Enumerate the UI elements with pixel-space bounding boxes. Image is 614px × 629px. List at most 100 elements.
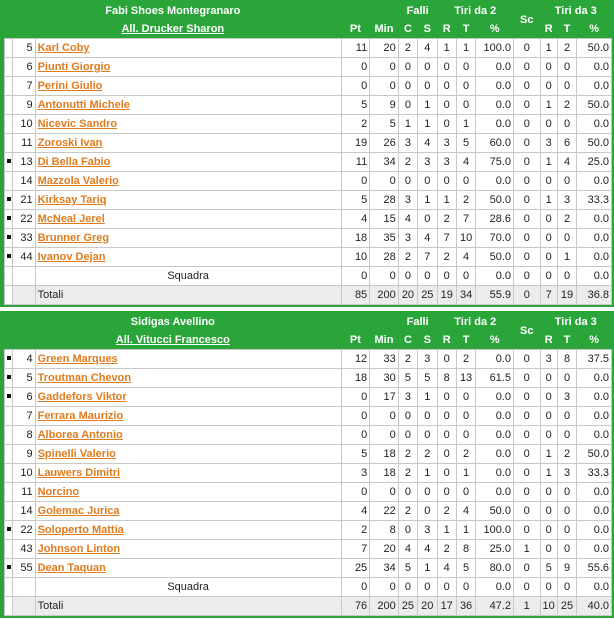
- stat-2pt-pct: 80.0: [475, 558, 514, 578]
- player-name-link[interactable]: Piunti Giorgio: [37, 61, 111, 73]
- stat-sc: 1: [512, 539, 541, 559]
- stat-2pt-attempted: 0: [455, 482, 477, 502]
- player-name-link[interactable]: Johnson Linton: [37, 543, 121, 555]
- player-name-link[interactable]: Lauwers Dimitri: [37, 467, 121, 479]
- table-row: 7 Ferrara Maurizio 0 0 0 0 0 0 0.0 0 0 0 0.0: [3, 406, 612, 426]
- stat-pt: 0: [340, 406, 371, 426]
- player-name-cell: Kirksay Tariq: [34, 190, 342, 210]
- player-name-link[interactable]: Spinelli Valerio: [37, 448, 116, 460]
- header-t2: T: [456, 20, 476, 39]
- stat-2pt-attempted: 10: [455, 228, 477, 248]
- stat-2pt-pct: 0.0: [475, 76, 514, 96]
- jersey-number: 8: [12, 425, 36, 445]
- stat-sc: 0: [513, 266, 541, 286]
- stat-sc: 0: [512, 387, 541, 407]
- player-name-link[interactable]: Ferrara Maurizio: [37, 410, 124, 422]
- stat-3pt-attempted: 0: [556, 114, 578, 134]
- stat-2pt-attempted: 0: [455, 171, 477, 191]
- stat-2pt-attempted: 0: [455, 266, 477, 286]
- player-name-link[interactable]: Brunner Greg: [37, 232, 110, 244]
- player-name-link[interactable]: Nicevic Sandro: [37, 118, 118, 130]
- player-name-link[interactable]: Zoroski Ivan: [37, 137, 103, 149]
- stat-2pt-attempted: 34: [455, 285, 477, 305]
- player-name-cell: Lauwers Dimitri: [34, 463, 342, 483]
- player-name-link[interactable]: Troutman Chevon: [37, 372, 132, 384]
- starter-dot-icon: [7, 159, 11, 164]
- player-name-link[interactable]: Green Marques: [37, 353, 118, 365]
- stat-2pt-made: 3: [436, 152, 457, 172]
- starter-marker: [3, 57, 14, 77]
- header-t3: T: [557, 20, 577, 39]
- stat-min: 0: [369, 425, 399, 445]
- squadra-label: Squadra: [34, 577, 342, 597]
- stat-2pt-attempted: 0: [455, 577, 477, 597]
- coach-link[interactable]: All. Drucker Sharon: [4, 20, 342, 39]
- starter-marker: [3, 425, 14, 445]
- stat-3pt-pct: 0.0: [576, 501, 612, 521]
- stat-2pt-pct: 0.0: [475, 444, 514, 464]
- player-name-link[interactable]: Karl Coby: [37, 42, 90, 54]
- stat-2pt-made: 3: [436, 133, 457, 153]
- jersey-number: 44: [12, 247, 36, 267]
- player-name-link[interactable]: Antonutti Michele: [37, 99, 130, 111]
- stat-3pt-made: 0: [539, 406, 558, 426]
- stat-fouls-committed: 3: [397, 190, 419, 210]
- stat-3pt-made: 0: [539, 76, 558, 96]
- stat-pt: 5: [340, 190, 371, 210]
- stat-min: 0: [369, 171, 399, 191]
- stat-sc: 0: [512, 425, 541, 445]
- stat-3pt-made: 0: [539, 387, 558, 407]
- stat-2pt-pct: 50.0: [475, 501, 514, 521]
- starter-marker: [3, 95, 14, 115]
- player-name-link[interactable]: Norcino: [37, 486, 80, 498]
- stat-fouls-suffered: 4: [417, 133, 438, 153]
- header-s: S: [417, 331, 437, 350]
- stat-2pt-attempted: 36: [455, 596, 477, 616]
- stat-2pt-attempted: 1: [455, 114, 477, 134]
- table-row: 11 Zoroski Ivan 19 26 3 4 3 5 60.0 0 3 6 50.0: [3, 133, 612, 153]
- table-row: 5 Karl Coby 11 20 2 4 1 1 100.0 0 1 2 50.0: [3, 38, 612, 58]
- stat-3pt-made: 5: [539, 558, 558, 578]
- stat-fouls-committed: 4: [397, 539, 419, 559]
- stat-fouls-committed: 0: [397, 76, 419, 96]
- player-name-cell: Brunner Greg: [34, 228, 342, 248]
- header-min: Min: [369, 331, 399, 350]
- starter-marker: [3, 558, 14, 578]
- stat-2pt-made: 2: [436, 501, 457, 521]
- stat-3pt-made: 0: [539, 171, 558, 191]
- player-name-link[interactable]: Perini Giulio: [37, 80, 103, 92]
- player-name-link[interactable]: Soloperto Mattia: [37, 524, 124, 536]
- player-name-link[interactable]: Mazzola Valerio: [37, 175, 119, 187]
- stat-pt: 76: [340, 596, 371, 616]
- stat-pt: 18: [340, 228, 371, 248]
- stat-3pt-attempted: 4: [556, 152, 578, 172]
- stat-min: 9: [369, 95, 399, 115]
- header-r3: R: [540, 331, 558, 350]
- player-name-link[interactable]: Dean Taquan: [37, 562, 106, 574]
- player-name-cell: Ivanov Dejan: [34, 247, 342, 267]
- stat-fouls-suffered: 0: [417, 482, 438, 502]
- stat-min: 0: [369, 266, 399, 286]
- stat-3pt-attempted: 8: [556, 349, 578, 369]
- player-name-link[interactable]: Golemac Jurica: [37, 505, 120, 517]
- player-name-link[interactable]: Di Bella Fabio: [37, 156, 111, 168]
- stat-3pt-pct: 0.0: [576, 406, 612, 426]
- stat-fouls-committed: 0: [397, 171, 419, 191]
- stat-min: 35: [369, 228, 399, 248]
- coach-link[interactable]: All. Vitucci Francesco: [4, 331, 342, 350]
- stat-3pt-pct: 50.0: [576, 38, 612, 58]
- table-row: 33 Brunner Greg 18 35 3 4 7 10 70.0 0 0 0 0.0: [3, 228, 612, 248]
- jersey-number: 7: [12, 76, 36, 96]
- player-name-link[interactable]: Ivanov Dejan: [37, 251, 106, 263]
- stat-pt: 0: [340, 76, 371, 96]
- player-name-link[interactable]: Kirksay Tariq: [37, 194, 107, 206]
- player-name-link[interactable]: Alborea Antonio: [37, 429, 123, 441]
- stat-2pt-pct: 0.0: [475, 406, 514, 426]
- stat-2pt-attempted: 2: [455, 190, 477, 210]
- player-name-link[interactable]: Gaddefors Viktor: [37, 391, 127, 403]
- stat-pt: 85: [340, 285, 371, 305]
- stat-2pt-attempted: 8: [455, 539, 477, 559]
- player-name-link[interactable]: McNeal Jerel: [37, 213, 105, 225]
- stat-fouls-committed: 0: [397, 482, 419, 502]
- stat-3pt-made: 0: [539, 209, 558, 229]
